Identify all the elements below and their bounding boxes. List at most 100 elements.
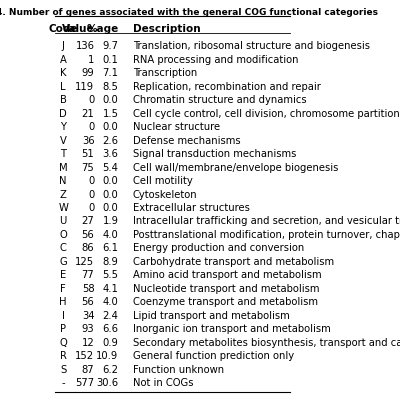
Text: Z: Z xyxy=(60,189,67,199)
Text: 56: 56 xyxy=(82,230,94,240)
Text: Posttranslational modification, protein turnover, chaperones: Posttranslational modification, protein … xyxy=(133,230,400,240)
Text: 2.4: 2.4 xyxy=(102,311,118,321)
Text: Defense mechanisms: Defense mechanisms xyxy=(133,136,240,145)
Text: 7.1: 7.1 xyxy=(102,68,118,79)
Text: 8.5: 8.5 xyxy=(102,82,118,92)
Text: Amino acid transport and metabolism: Amino acid transport and metabolism xyxy=(133,270,322,280)
Text: N: N xyxy=(60,176,67,186)
Text: H: H xyxy=(60,297,67,307)
Text: 0.0: 0.0 xyxy=(103,95,118,105)
Text: L: L xyxy=(60,82,66,92)
Text: 21: 21 xyxy=(82,109,94,119)
Text: Cell wall/membrane/envelope biogenesis: Cell wall/membrane/envelope biogenesis xyxy=(133,163,338,173)
Text: W: W xyxy=(58,203,68,213)
Text: V: V xyxy=(60,136,67,145)
Text: Nucleotide transport and metabolism: Nucleotide transport and metabolism xyxy=(133,284,319,294)
Text: 152: 152 xyxy=(75,351,94,361)
Text: 136: 136 xyxy=(76,42,94,51)
Text: B: B xyxy=(60,95,67,105)
Text: J: J xyxy=(62,42,65,51)
Text: 3.6: 3.6 xyxy=(102,149,118,159)
Text: 99: 99 xyxy=(82,68,94,79)
Text: 5.5: 5.5 xyxy=(102,270,118,280)
Text: 4.1: 4.1 xyxy=(102,284,118,294)
Text: 8.9: 8.9 xyxy=(102,257,118,267)
Text: Table 4. Number of genes associated with the general COG functional categories: Table 4. Number of genes associated with… xyxy=(0,7,378,16)
Text: T: T xyxy=(60,149,66,159)
Text: G: G xyxy=(59,257,67,267)
Text: 4.0: 4.0 xyxy=(103,297,118,307)
Text: 51: 51 xyxy=(82,149,94,159)
Text: General function prediction only: General function prediction only xyxy=(133,351,294,361)
Text: Secondary metabolites biosynthesis, transport and catabolism: Secondary metabolites biosynthesis, tran… xyxy=(133,338,400,348)
Text: Replication, recombination and repair: Replication, recombination and repair xyxy=(133,82,321,92)
Text: 10.9: 10.9 xyxy=(96,351,118,361)
Text: 27: 27 xyxy=(82,217,94,226)
Text: 36: 36 xyxy=(82,136,94,145)
Text: S: S xyxy=(60,365,66,375)
Text: Cytoskeleton: Cytoskeleton xyxy=(133,189,198,199)
Text: Lipid transport and metabolism: Lipid transport and metabolism xyxy=(133,311,290,321)
Text: U: U xyxy=(60,217,67,226)
Text: P: P xyxy=(60,324,66,334)
Text: 0.0: 0.0 xyxy=(103,176,118,186)
Text: 0: 0 xyxy=(88,203,94,213)
Text: 87: 87 xyxy=(82,365,94,375)
Text: 86: 86 xyxy=(82,243,94,254)
Text: Extracellular structures: Extracellular structures xyxy=(133,203,250,213)
Text: Description: Description xyxy=(133,24,200,34)
Text: Inorganic ion transport and metabolism: Inorganic ion transport and metabolism xyxy=(133,324,330,334)
Text: 2.6: 2.6 xyxy=(102,136,118,145)
Text: 125: 125 xyxy=(75,257,94,267)
Text: 12: 12 xyxy=(82,338,94,348)
Text: 0: 0 xyxy=(88,122,94,132)
Text: 0.0: 0.0 xyxy=(103,203,118,213)
Text: 6.6: 6.6 xyxy=(102,324,118,334)
Text: Intracellular trafficking and secretion, and vesicular transport: Intracellular trafficking and secretion,… xyxy=(133,217,400,226)
Text: Transcription: Transcription xyxy=(133,68,197,79)
Text: M: M xyxy=(59,163,68,173)
Text: 56: 56 xyxy=(82,297,94,307)
Text: Carbohydrate transport and metabolism: Carbohydrate transport and metabolism xyxy=(133,257,334,267)
Text: 6.1: 6.1 xyxy=(102,243,118,254)
Text: 6.2: 6.2 xyxy=(102,365,118,375)
Text: -: - xyxy=(61,378,65,388)
Text: 77: 77 xyxy=(82,270,94,280)
Text: 1.9: 1.9 xyxy=(102,217,118,226)
Text: F: F xyxy=(60,284,66,294)
Text: 0: 0 xyxy=(88,95,94,105)
Text: Y: Y xyxy=(60,122,66,132)
Text: 0.9: 0.9 xyxy=(102,338,118,348)
Text: D: D xyxy=(59,109,67,119)
Text: K: K xyxy=(60,68,66,79)
Text: 0.0: 0.0 xyxy=(103,122,118,132)
Text: 0: 0 xyxy=(88,176,94,186)
Text: Q: Q xyxy=(59,338,67,348)
Text: 1: 1 xyxy=(88,55,94,65)
Text: RNA processing and modification: RNA processing and modification xyxy=(133,55,298,65)
Text: R: R xyxy=(60,351,67,361)
Text: Energy production and conversion: Energy production and conversion xyxy=(133,243,304,254)
Text: 30.6: 30.6 xyxy=(96,378,118,388)
Text: 34: 34 xyxy=(82,311,94,321)
Text: C: C xyxy=(60,243,67,254)
Text: Value: Value xyxy=(62,24,94,34)
Text: Function unknown: Function unknown xyxy=(133,365,224,375)
Text: Signal transduction mechanisms: Signal transduction mechanisms xyxy=(133,149,296,159)
Text: E: E xyxy=(60,270,66,280)
Text: 0: 0 xyxy=(88,189,94,199)
Text: Cell cycle control, cell division, chromosome partitioning: Cell cycle control, cell division, chrom… xyxy=(133,109,400,119)
Text: 93: 93 xyxy=(82,324,94,334)
Text: O: O xyxy=(59,230,67,240)
Text: 119: 119 xyxy=(75,82,94,92)
Text: Coenzyme transport and metabolism: Coenzyme transport and metabolism xyxy=(133,297,318,307)
Text: Translation, ribosomal structure and biogenesis: Translation, ribosomal structure and bio… xyxy=(133,42,370,51)
Text: Code: Code xyxy=(48,24,78,34)
Text: 1.5: 1.5 xyxy=(102,109,118,119)
Text: 5.4: 5.4 xyxy=(102,163,118,173)
Text: Not in COGs: Not in COGs xyxy=(133,378,193,388)
Text: 0.1: 0.1 xyxy=(102,55,118,65)
Text: Nuclear structure: Nuclear structure xyxy=(133,122,220,132)
Text: Chromatin structure and dynamics: Chromatin structure and dynamics xyxy=(133,95,306,105)
Text: 577: 577 xyxy=(75,378,94,388)
